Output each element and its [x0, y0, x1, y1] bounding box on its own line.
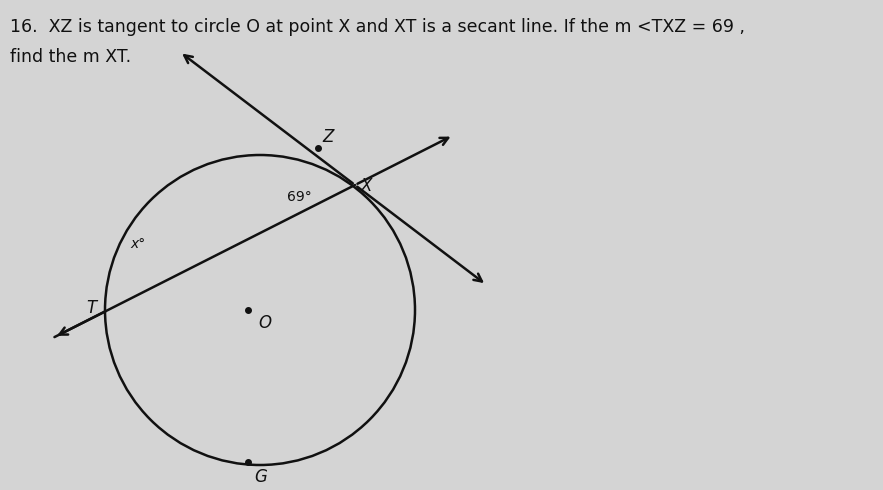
Text: 69°: 69° [287, 190, 312, 204]
Text: T: T [86, 299, 96, 317]
Text: find the m XT.: find the m XT. [10, 48, 131, 66]
Text: G: G [254, 468, 267, 486]
Text: O: O [258, 314, 271, 332]
Text: Z: Z [322, 128, 334, 146]
Text: X: X [361, 177, 373, 195]
Text: 16.  XZ is tangent to circle O at point X and XT is a secant line. If the m <TXZ: 16. XZ is tangent to circle O at point X… [10, 18, 745, 36]
Text: x°: x° [130, 237, 145, 251]
